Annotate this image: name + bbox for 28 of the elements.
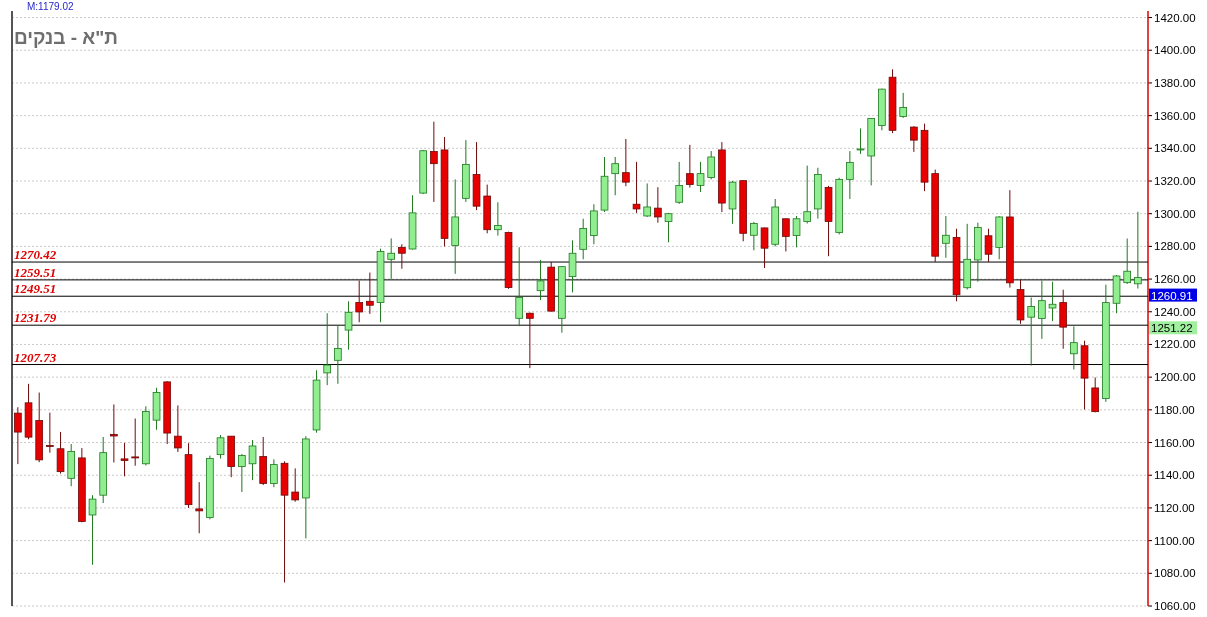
y-tick-label: 1140.00 [1154,469,1195,482]
y-tick-label: 1400.00 [1154,44,1196,57]
ref-line-label: 1231.79 [14,310,57,326]
y-tick-label: 1300.00 [1154,207,1196,220]
y-tick-label: 1180.00 [1154,403,1195,416]
y-tick-label: 1200.00 [1154,371,1196,384]
y-tick-label: 1100.00 [1154,534,1195,547]
annotation: M:1179.02 [27,1,74,12]
y-tick-label: 1360.00 [1154,109,1196,122]
text: 1260.91 [1151,289,1193,302]
y-tick-label: 1120.00 [1154,501,1195,514]
ref-line-label: 1249.51 [14,281,57,297]
y-tick-label: 1380.00 [1154,76,1196,89]
y-tick-label: 1260.00 [1154,273,1196,286]
y-tick-label: 1320.00 [1154,175,1196,187]
y-tick-label: 1420.00 [1154,11,1196,24]
y-tick-label: 1080.00 [1154,567,1196,580]
y-tick-label: 1240.00 [1154,305,1196,318]
text: ת"א - בנקים [14,27,118,49]
y-tick-label: 1340.00 [1154,142,1196,155]
text: 1251.22 [1151,322,1193,335]
y-tick-label: 1160.00 [1154,436,1195,449]
y-tick-label: 1060.00 [1154,600,1196,612]
ref-line-label: 1259.51 [14,264,57,280]
y-tick-label: 1220.00 [1154,338,1196,351]
ref-line-label: 1270.42 [14,247,57,263]
y-tick-label: 1280.00 [1154,240,1196,253]
ref-line-label: 1207.73 [14,349,57,365]
